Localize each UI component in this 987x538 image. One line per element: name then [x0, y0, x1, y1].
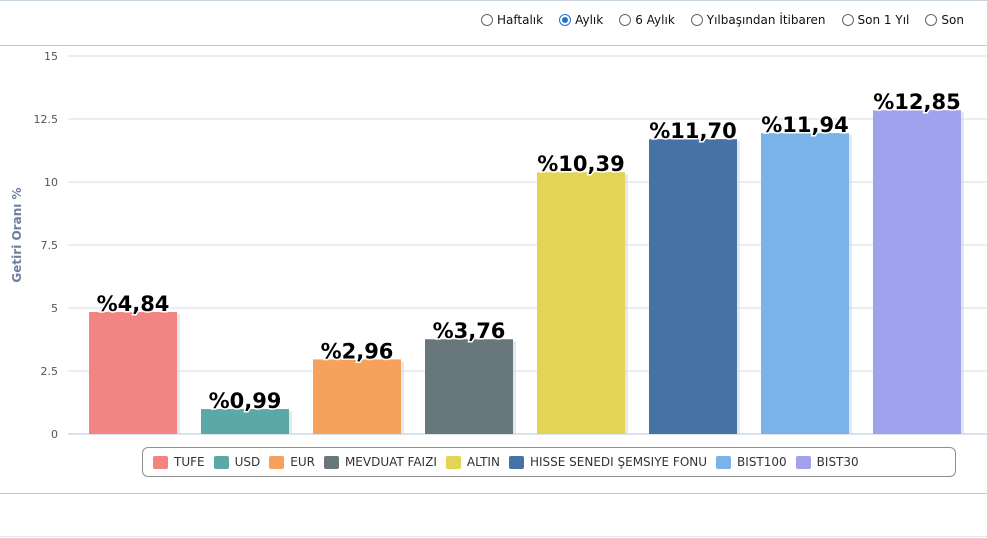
legend-item-5[interactable]: HISSE SENEDI ŞEMSIYE FONU [508, 455, 708, 469]
legend-item-3[interactable]: MEVDUAT FAIZI [323, 455, 437, 469]
legend-swatch [153, 455, 168, 469]
y-tick-label: 5 [51, 302, 58, 315]
legend-swatch [508, 455, 524, 469]
legend-item-4[interactable]: ALTIN [445, 455, 500, 469]
y-tick-label: 0 [51, 428, 58, 441]
period-radio-3[interactable] [690, 14, 703, 26]
y-tick-label: 12.5 [34, 113, 59, 126]
period-option-2[interactable]: 6 Aylık [619, 13, 675, 27]
data-label-0: %4,84 [97, 292, 170, 316]
period-radio-0[interactable] [481, 14, 493, 26]
legend-item-7[interactable]: BIST30 [795, 455, 859, 469]
data-label-2: %2,96 [321, 339, 394, 363]
bottom-divider-light [0, 536, 987, 537]
period-option-5[interactable]: Son [925, 13, 964, 27]
data-label-7: %12,85 [873, 90, 960, 114]
period-option-label: Yılbaşından İtibaren [706, 13, 826, 27]
legend-swatch [716, 455, 732, 469]
legend-label: ALTIN [466, 455, 500, 469]
bar-7 [873, 110, 961, 435]
legend-label: MEVDUAT FAIZI [344, 455, 437, 469]
y-tick-label: 15 [44, 50, 58, 63]
data-label-1: %0,99 [209, 389, 282, 413]
y-tick-label: 2.5 [41, 365, 59, 378]
legend-item-6[interactable]: BIST100 [716, 455, 787, 469]
y-tick-label: 10 [44, 176, 58, 189]
legend-label: BIST30 [816, 455, 859, 469]
legend-label: TUFE [174, 455, 205, 469]
legend-label: USD [234, 455, 261, 469]
bar-2 [313, 359, 401, 434]
legend-label: HISSE SENEDI ŞEMSIYE FONU [529, 455, 708, 469]
legend-item-2[interactable]: EUR [269, 455, 315, 469]
legend-swatch [323, 455, 339, 469]
panel-divider [0, 45, 987, 46]
legend-swatch [269, 455, 285, 469]
period-radio-2[interactable] [619, 14, 632, 26]
data-label-4: %10,39 [537, 152, 624, 176]
bottom-divider [0, 493, 987, 494]
data-label-6: %11,94 [761, 113, 848, 137]
chart-legend: TUFE USD EUR MEVDUAT FAIZI ALTIN HISSE SENEDI… [142, 447, 956, 477]
returns-bar-chart: 0 2.5 5 7.5 10 12.5 15 Getiri Oranı % %4,84 %0,99… [10, 50, 987, 441]
period-option-label: Haftalık [497, 13, 544, 27]
period-option-label: Son [941, 13, 964, 27]
period-radio-1[interactable] [559, 14, 572, 26]
legend-label: EUR [290, 455, 315, 469]
bar-0 [89, 312, 177, 434]
legend-label: BIST100 [737, 455, 787, 469]
legend-item-1[interactable]: USD [213, 455, 261, 469]
period-option-label: Son 1 Yıl [857, 13, 910, 27]
period-option-3[interactable]: Yılbaşından İtibaren [690, 13, 826, 27]
bar-6 [761, 133, 849, 434]
bar-5 [649, 139, 737, 434]
data-label-5: %11,70 [649, 119, 736, 143]
bar-4 [537, 172, 625, 434]
data-label-3: %3,76 [433, 319, 506, 343]
top-divider [0, 0, 987, 1]
bar-1 [201, 409, 289, 434]
period-option-label: Aylık [575, 13, 604, 27]
period-radio-4[interactable] [841, 14, 854, 26]
bar-3 [425, 339, 513, 434]
y-axis-title: Getiri Oranı % [10, 187, 24, 282]
period-option-label: 6 Aylık [635, 13, 675, 27]
period-option-0[interactable]: Haftalık [481, 13, 543, 27]
legend-swatch [795, 455, 811, 469]
legend-item-0[interactable]: TUFE [153, 455, 205, 469]
period-selector: Haftalık Aylık 6 Aylık Yılbaşından İtibaren… [481, 13, 987, 27]
legend-swatch [445, 455, 461, 469]
period-option-1[interactable]: Aylık [559, 13, 603, 27]
period-radio-5[interactable] [925, 14, 938, 26]
period-option-4[interactable]: Son 1 Yıl [841, 13, 910, 27]
y-tick-label: 7.5 [41, 239, 59, 252]
legend-swatch [213, 455, 229, 469]
